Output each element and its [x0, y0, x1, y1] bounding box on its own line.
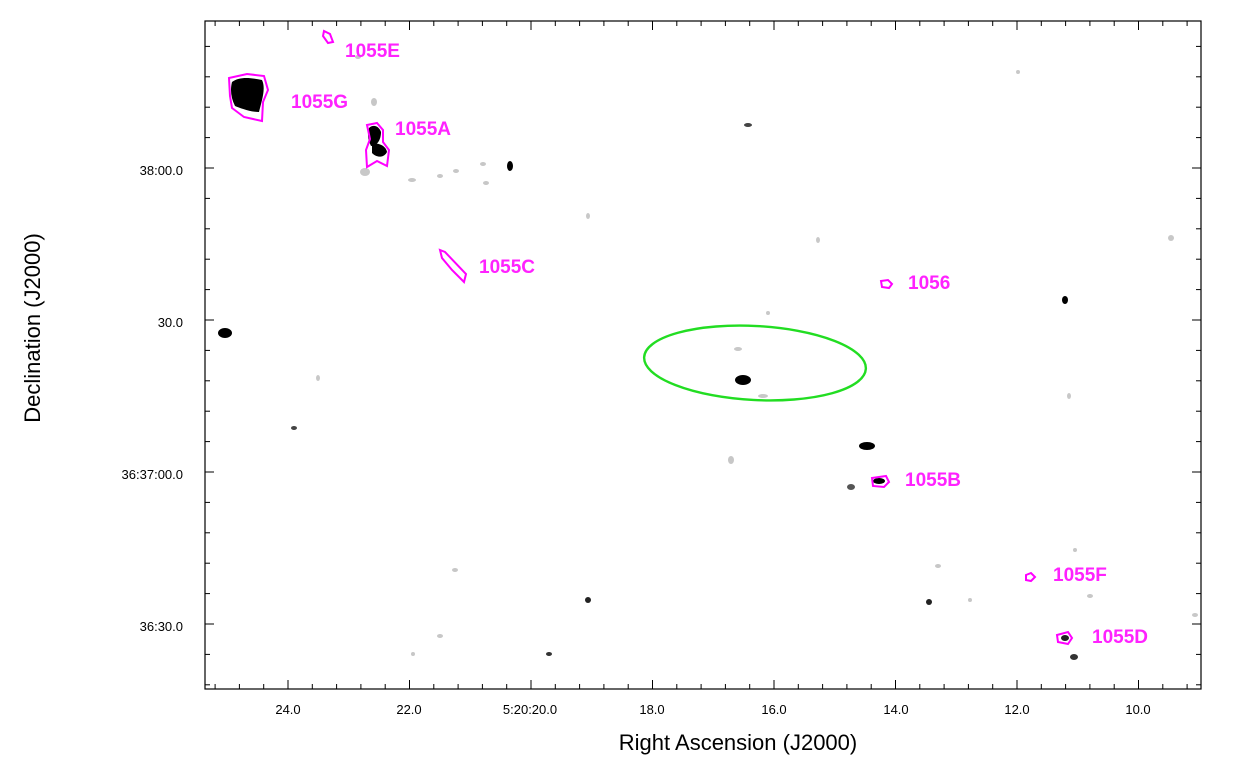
source-contours	[227, 29, 1074, 646]
y-tick-label: 38:00.0	[140, 163, 183, 178]
blob-6	[218, 328, 232, 338]
source-label: 1056	[908, 273, 950, 294]
contour-1055A	[364, 121, 391, 169]
blob-15	[546, 652, 552, 656]
blob-9	[859, 442, 875, 450]
source-label: 1055F	[1053, 565, 1107, 586]
emission-blobs	[218, 78, 1078, 660]
x-tick-label: 10.0	[1125, 702, 1150, 717]
contour-1055D	[1055, 630, 1074, 646]
y-tick-labels: 38:00.0 30.0 36:37:00.0 36:30.0	[122, 163, 183, 634]
x-tick-label: 16.0	[761, 702, 786, 717]
blob-1055A-north	[367, 125, 381, 146]
background-speckle	[316, 55, 1198, 656]
source-label: 1055C	[479, 257, 535, 278]
blob-17	[1070, 654, 1078, 660]
x-tick-label: 18.0	[639, 702, 664, 717]
blob-11	[847, 484, 855, 490]
blob-13	[291, 426, 297, 430]
x-axis-title: Right Ascension (J2000)	[619, 730, 857, 755]
x-tick-label: 5:20:20.0	[503, 702, 557, 717]
contour-1055E	[321, 29, 335, 45]
source-label: 1055B	[905, 470, 961, 491]
contour-1055B	[870, 474, 891, 489]
blob-12	[744, 123, 752, 127]
source-label: 1055E	[345, 41, 400, 62]
blob-1055G	[231, 78, 264, 112]
contour-1055C	[438, 248, 468, 284]
blob-16	[926, 599, 932, 605]
source-label: 1055G	[291, 92, 348, 113]
source-label: 1055A	[395, 119, 451, 140]
contour-1055G	[227, 72, 270, 123]
blob-14	[585, 597, 591, 603]
y-tick-label: 36:30.0	[140, 619, 183, 634]
blob-8	[735, 375, 751, 385]
x-tick-label: 22.0	[396, 702, 421, 717]
x-tick-label: 12.0	[1004, 702, 1029, 717]
contour-1055F	[1025, 571, 1037, 583]
axis-ticks	[205, 21, 1201, 689]
source-label: 1055D	[1092, 627, 1148, 648]
blob-5	[507, 161, 513, 171]
blob-7	[1062, 296, 1068, 304]
beam-ellipse	[642, 324, 868, 402]
blob-1055A-south	[372, 143, 387, 157]
y-tick-label: 36:37:00.0	[122, 467, 183, 482]
blob-10	[873, 478, 885, 484]
source-labels: 1055E 1055G 1055A 1055C 1056 1055B 1055F…	[291, 41, 1148, 648]
plot-frame	[204, 20, 1202, 690]
y-tick-label: 30.0	[158, 315, 183, 330]
y-axis-title: Declination (J2000)	[20, 233, 45, 423]
blob-18	[1061, 635, 1069, 641]
contour-1056	[879, 278, 894, 290]
x-tick-label: 14.0	[883, 702, 908, 717]
x-tick-labels: 24.0 22.0 5:20:20.0 18.0 16.0 14.0 12.0 …	[275, 702, 1150, 717]
x-tick-label: 24.0	[275, 702, 300, 717]
